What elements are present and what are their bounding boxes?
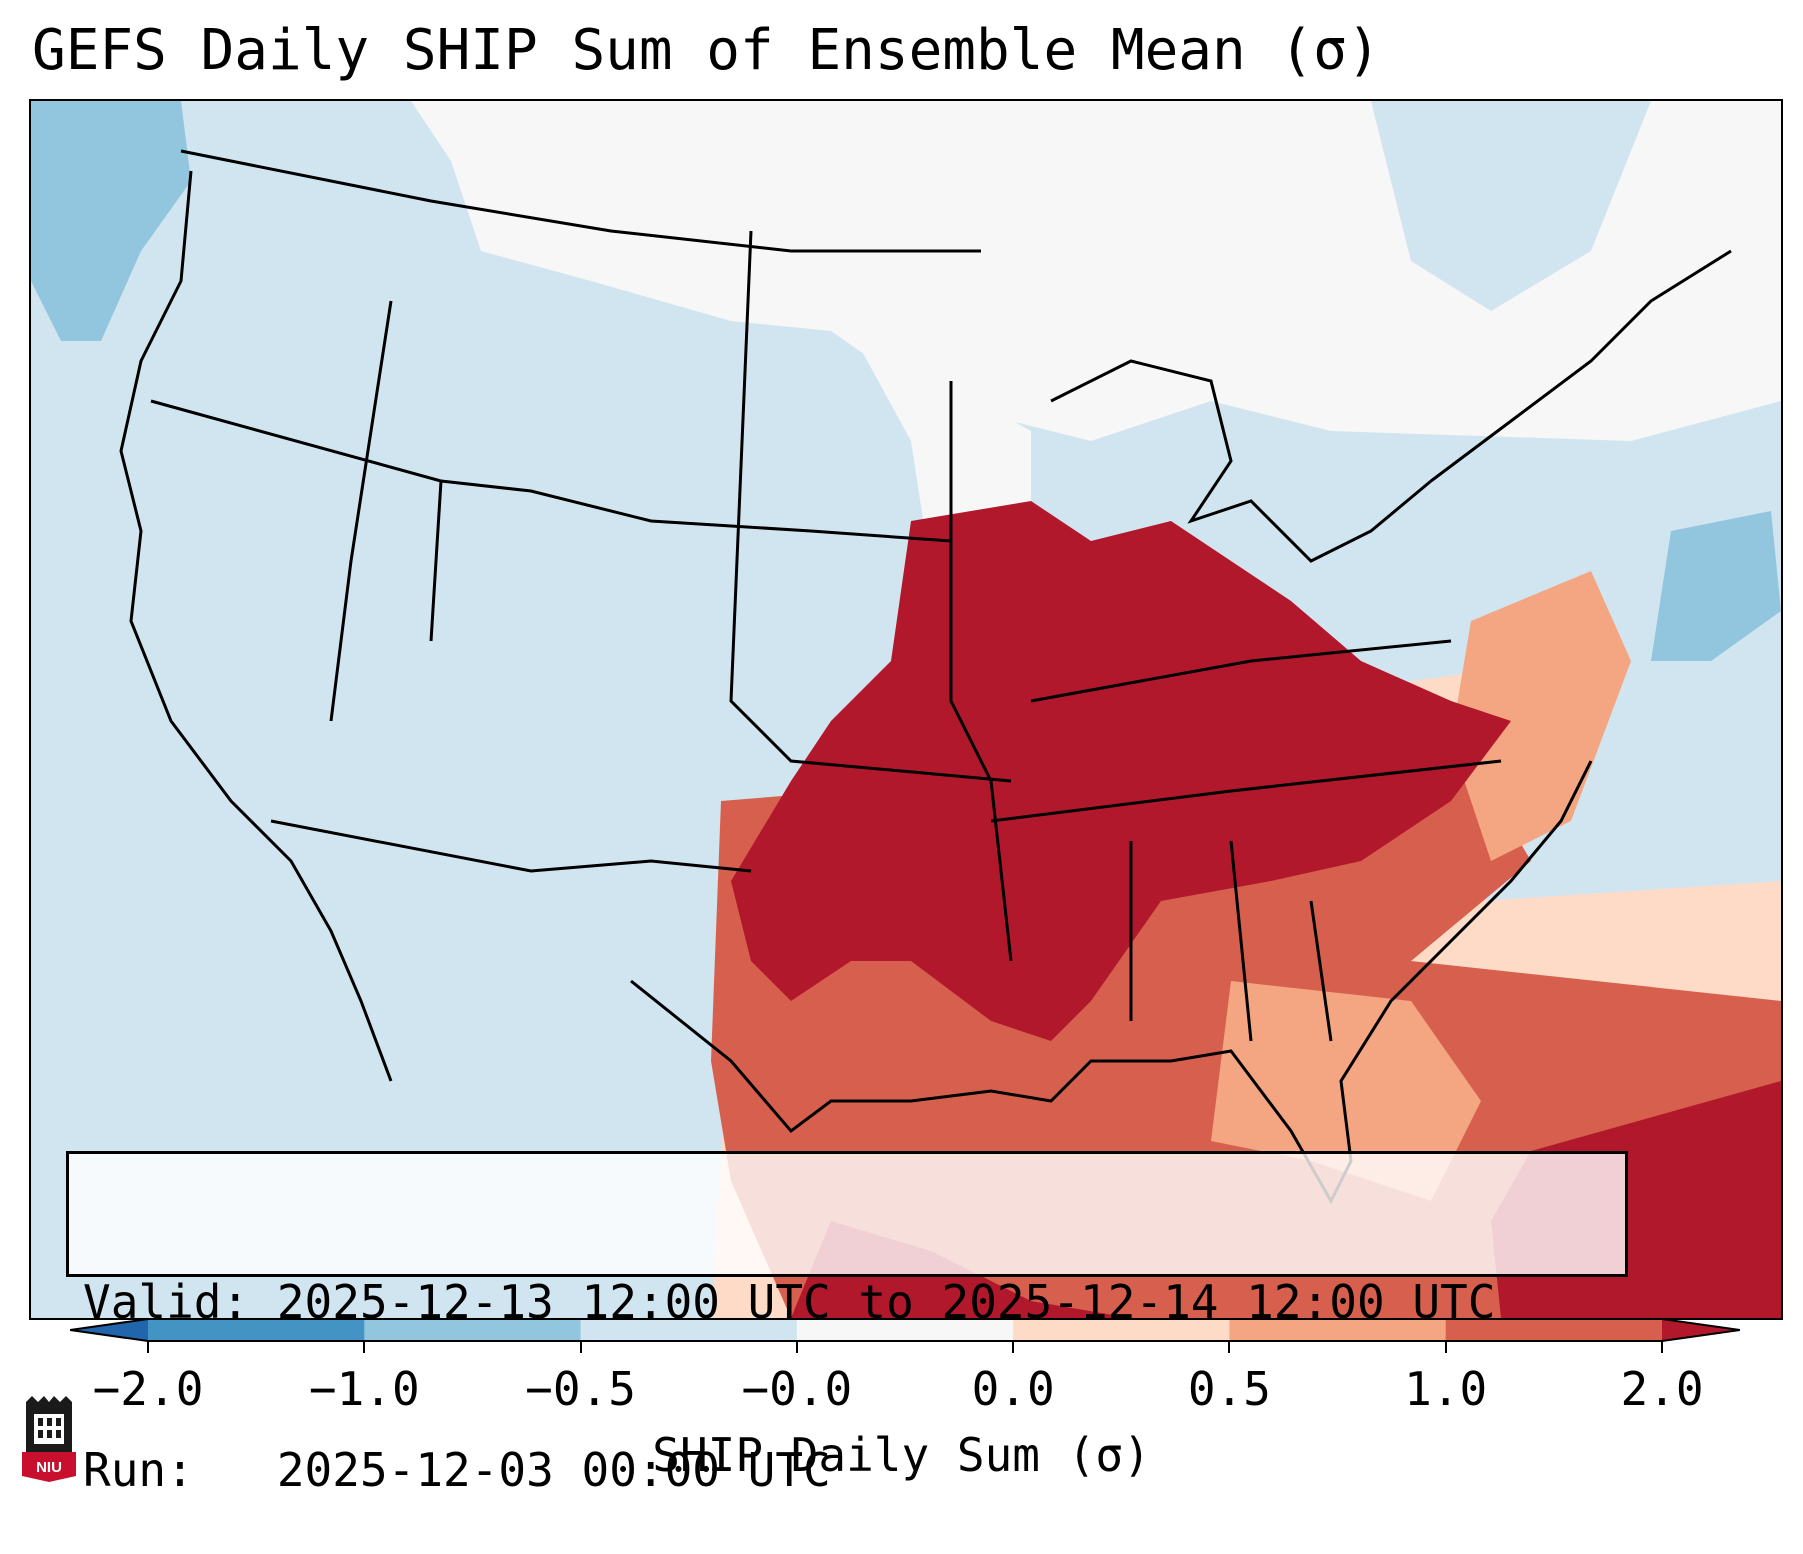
- logo-text: NIU: [36, 1459, 62, 1476]
- colorbar-tick-mark: [1012, 1341, 1015, 1353]
- east-coast-moderate-region: [1451, 571, 1631, 861]
- northeast-coast-line: [1430, 249, 1732, 483]
- colorbar-tick-label: −0.0: [741, 1362, 853, 1416]
- state-line-ohio-valley: [1030, 639, 1452, 703]
- southeast-moderate-region: [1211, 981, 1481, 1201]
- map-svg: [31, 101, 1781, 1318]
- state-line-tennessee: [990, 759, 1502, 823]
- colorbar-tick-mark: [795, 1341, 798, 1353]
- west-coast-line: [119, 170, 393, 1082]
- colorbar-extend-high: [1662, 1319, 1740, 1341]
- atlantic-low-patch: [1651, 511, 1781, 661]
- great-lakes-outline: [1050, 359, 1432, 563]
- colorbar-tick-label: 0.0: [971, 1362, 1055, 1416]
- colorbar-segment: [1445, 1319, 1663, 1341]
- midsouth-core-region: [731, 501, 1511, 1041]
- colorbar-tick-mark: [1228, 1341, 1231, 1353]
- niu-logo-shape: [22, 1396, 76, 1482]
- pacific-low-patch: [31, 101, 191, 341]
- colorbar-tick-label: 2.0: [1620, 1362, 1704, 1416]
- colorbar-tick-label: −0.5: [525, 1362, 636, 1416]
- state-line-plains: [729, 230, 1012, 783]
- colorbar-segment: [364, 1319, 582, 1341]
- colorbar-tick-mark: [1661, 1341, 1663, 1353]
- colorbar-tick-mark: [363, 1341, 366, 1353]
- state-line-southwest: [270, 819, 752, 873]
- colorbar-segment: [148, 1319, 365, 1341]
- colorbar-extend-low: [70, 1319, 148, 1341]
- gulf-coast-line: [630, 760, 1593, 1205]
- colorbar-segment: [796, 1319, 1014, 1341]
- colorbar-label: SHIP Daily Sum (σ): [652, 1428, 1151, 1482]
- state-line-deep-south: [1129, 840, 1333, 1042]
- colorbar-tick-mark: [579, 1341, 582, 1353]
- colorbar-tick-label: −2.0: [92, 1362, 204, 1416]
- colorbar-tick-label: −1.0: [308, 1362, 420, 1416]
- state-line-rockies: [329, 300, 393, 722]
- colorbar-segment: [1229, 1319, 1447, 1341]
- state-line-midwest: [949, 381, 1013, 962]
- colorbar-segment: [580, 1319, 798, 1341]
- us-canada-border: [180, 149, 981, 253]
- colorbar-tick-label: 0.5: [1187, 1362, 1271, 1416]
- map-panel: [29, 99, 1783, 1320]
- colorbar-tick-mark: [147, 1341, 149, 1353]
- colorbar-segments: [70, 1319, 1740, 1341]
- boundary-lines: [119, 149, 1732, 1205]
- colorbar-tick-mark: [1444, 1341, 1447, 1353]
- colorbar-segment: [1013, 1319, 1230, 1341]
- northern-neutral-region: [411, 101, 1781, 441]
- chart-title: GEFS Daily SHIP Sum of Ensemble Mean (σ): [32, 18, 1381, 83]
- state-line-ut-co: [440, 479, 952, 543]
- niu-logo-icon: NIU: [22, 1392, 76, 1482]
- colorbar: [70, 1318, 1740, 1342]
- valid-run-info-box: Valid: 2025-12-13 12:00 UTC to 2025-12-1…: [66, 1151, 1628, 1497]
- colorbar-tick-label: 1.0: [1404, 1362, 1488, 1416]
- run-time-text: Run: 2025-12-03 00:00 UTC: [83, 1443, 831, 1497]
